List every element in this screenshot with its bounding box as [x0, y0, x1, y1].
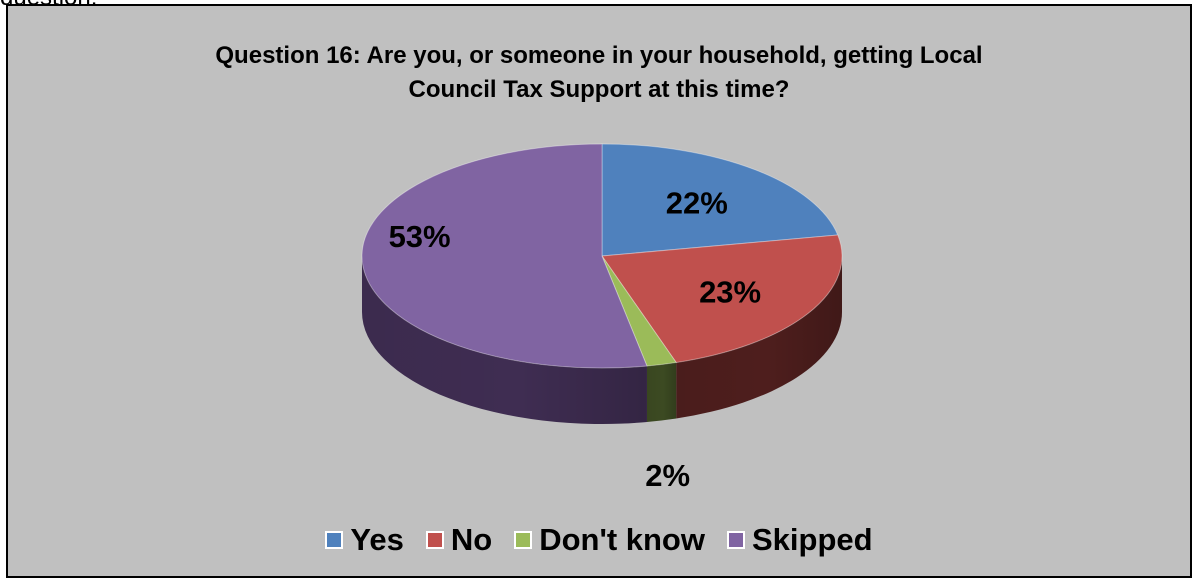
pie-data-labels: 22% 23% 2% 53% — [389, 186, 762, 494]
legend-item-yes: Yes — [325, 522, 404, 557]
legend-label-skipped: Skipped — [751, 522, 873, 557]
data-label-no: 23% — [699, 274, 761, 309]
pie-slice-no — [601, 234, 843, 364]
chart-title-line-1: Question 16: Are you, or someone in your… — [215, 42, 983, 69]
data-label-skipped: 53% — [389, 219, 451, 254]
legend-item-no: No — [425, 522, 493, 557]
pie-wall-no-shade — [676, 256, 842, 419]
pie-slice-don-t-know — [601, 255, 678, 367]
legend-swatch-skipped — [726, 530, 745, 549]
legend-item-dont-know: Don't know — [514, 524, 705, 555]
pie-depth-walls — [362, 256, 842, 424]
pie-wall-don-t-know-shade — [646, 362, 677, 423]
chart-container: Question 16: Are you, or someone in your… — [6, 4, 1192, 578]
legend-swatch-no — [425, 530, 444, 549]
pie-slice-yes — [601, 143, 839, 257]
legend-item-skipped: Skipped — [726, 522, 873, 557]
legend-label-dont-know: Don't know — [539, 522, 705, 557]
chart-legend: Yes No Don't know Skipped — [8, 524, 1190, 555]
chart-title-line-2: Council Tax Support at this time? — [408, 76, 790, 103]
data-label-don-t-know: 2% — [645, 458, 690, 493]
pie-chart: 22% 23% 2% 53% — [361, 143, 843, 494]
legend-swatch-dont-know — [514, 530, 533, 549]
pie-slice-skipped — [361, 143, 648, 369]
legend-label-no: No — [450, 522, 493, 557]
pie-slices — [361, 143, 843, 369]
chart-title: Question 16: Are you, or someone in your… — [8, 39, 1190, 107]
data-label-yes: 22% — [666, 186, 728, 221]
pie-wall-skipped-shade — [362, 256, 647, 424]
legend-swatch-yes — [325, 530, 344, 549]
legend-label-yes: Yes — [350, 522, 404, 557]
